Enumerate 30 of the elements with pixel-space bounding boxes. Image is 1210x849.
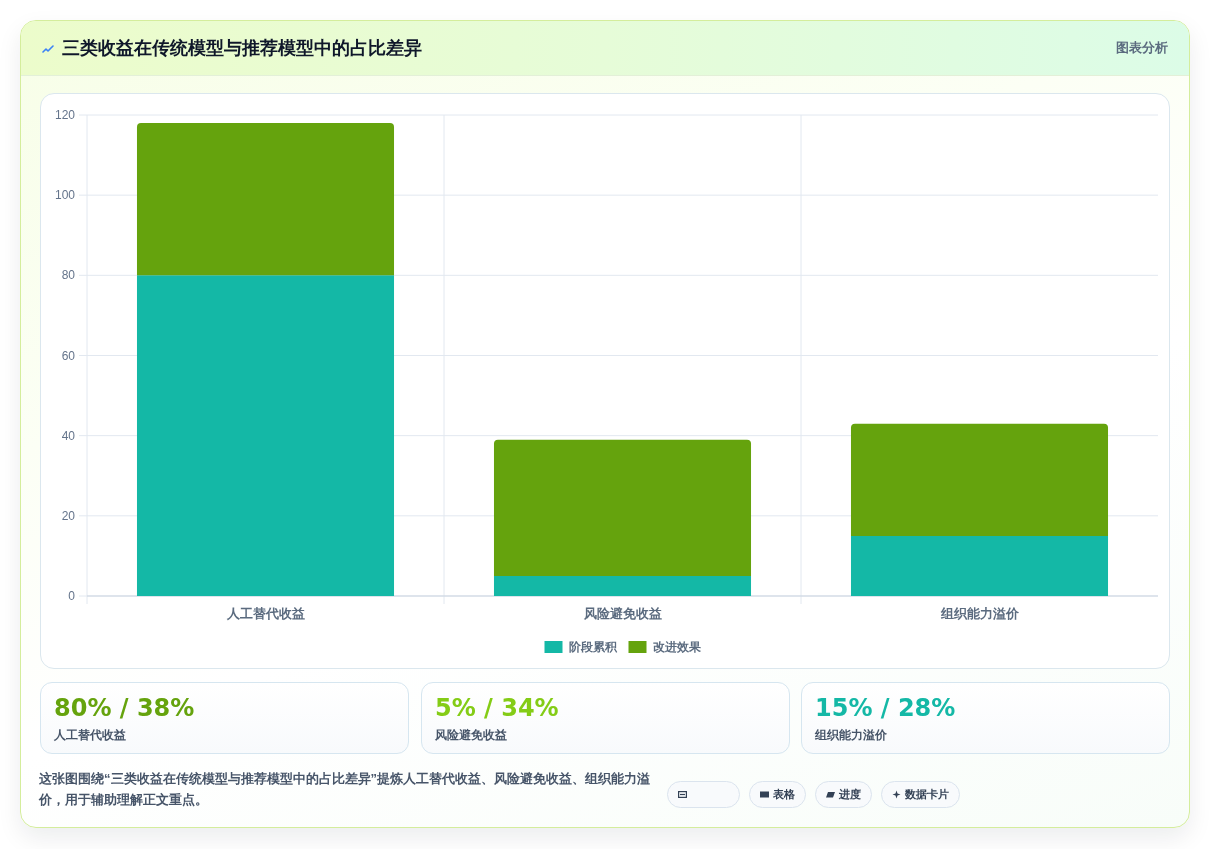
x-tick-label: 风险避免收益 xyxy=(582,606,662,621)
x-tick-label: 人工替代收益 xyxy=(225,606,305,621)
y-tick-label: 80 xyxy=(61,268,76,283)
y-tick-label: 20 xyxy=(61,508,76,523)
y-tick-label: 120 xyxy=(54,108,76,122)
y-tick-label: 40 xyxy=(61,428,76,443)
text: 数据卡片 xyxy=(905,787,949,802)
legend-label: 改进效果 xyxy=(652,640,702,654)
x-tick-label: 组织能力溢价 xyxy=(939,606,1020,621)
text: 5% / 34% xyxy=(435,694,559,722)
legend-label: 阶段累积 xyxy=(568,640,618,654)
bar xyxy=(850,423,1109,536)
bar xyxy=(136,275,395,596)
text: 15% / 28% xyxy=(815,694,956,722)
text: 人工替代收益 xyxy=(54,727,126,743)
bar xyxy=(493,575,752,596)
text: 表格 xyxy=(773,787,795,802)
text: 80% / 38% xyxy=(54,694,195,722)
y-tick-label: 60 xyxy=(61,348,76,363)
text: 这张图围绕“三类收益在传统模型与推荐模型中的占比差异”提炼人工替代收益、风险避免收益、组织能力溢价，用于辅助理解正文重点。 xyxy=(39,770,651,809)
text: 风险避免收益 xyxy=(435,727,507,743)
text: 图表分析 xyxy=(1116,40,1168,56)
text: 进度 xyxy=(839,787,861,802)
chart-title: 三类收益在传统模型与推荐模型中的占比差异 xyxy=(62,37,422,59)
y-tick-label: 0 xyxy=(68,589,76,603)
y-tick-label: 100 xyxy=(54,188,76,203)
text: 组织能力溢价 xyxy=(815,727,887,743)
bar xyxy=(136,123,395,276)
bar xyxy=(493,439,752,576)
bar xyxy=(850,535,1109,596)
